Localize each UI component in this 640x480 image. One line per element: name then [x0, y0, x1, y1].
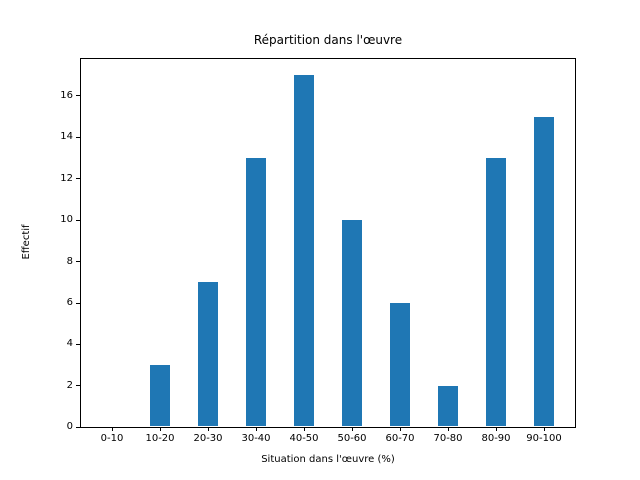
y-tick-mark: [76, 178, 80, 180]
bar-50-60: [342, 220, 362, 427]
x-tick-mark: [399, 427, 401, 432]
bar-30-40: [246, 158, 266, 427]
x-tick-mark: [495, 427, 497, 432]
x-tick-mark: [255, 427, 257, 432]
bar-70-80: [438, 385, 458, 427]
y-tick-mark: [76, 426, 80, 428]
y-tick-label: 2: [66, 379, 73, 391]
x-tick-label: 70-80: [433, 432, 463, 444]
y-tick-mark: [76, 136, 80, 138]
bar-40-50: [294, 75, 314, 427]
bar-20-30: [198, 282, 218, 427]
y-tick-label: 12: [60, 172, 73, 184]
x-tick-label: 20-30: [193, 432, 223, 444]
y-tick-label: 14: [60, 131, 73, 143]
x-tick-label: 80-90: [481, 432, 511, 444]
x-tick-mark: [543, 427, 545, 432]
x-tick-label: 0-10: [100, 432, 124, 444]
y-tick-label: 8: [66, 255, 73, 267]
y-tick-mark: [76, 343, 80, 345]
bar-60-70: [390, 303, 410, 427]
y-axis-label: Effectif: [21, 224, 32, 260]
bar-10-20: [150, 365, 170, 427]
y-tick-mark: [76, 95, 80, 97]
y-tick-mark: [76, 219, 80, 221]
y-tick-mark: [76, 385, 80, 387]
y-tick-label: 6: [66, 297, 73, 308]
x-tick-mark: [111, 427, 113, 432]
y-tick-label: 10: [60, 214, 73, 226]
x-tick-label: 30-40: [241, 432, 271, 444]
x-tick-label: 50-60: [337, 432, 367, 444]
y-tick-label: 4: [66, 338, 73, 350]
x-tick-mark: [303, 427, 305, 432]
x-tick-label: 60-70: [385, 432, 415, 444]
x-tick-label: 90-100: [526, 432, 562, 444]
x-axis-label: Situation dans l'œuvre (%): [261, 454, 395, 465]
y-tick-mark: [76, 302, 80, 304]
chart-title: Répartition dans l'œuvre: [253, 33, 403, 47]
x-tick-label: 40-50: [289, 432, 319, 444]
bar-80-90: [486, 158, 506, 427]
bar-90-100: [534, 116, 554, 427]
x-tick-mark: [351, 427, 353, 432]
x-tick-mark: [159, 427, 161, 432]
y-tick-mark: [76, 261, 80, 263]
y-tick-label: 16: [60, 89, 73, 101]
x-tick-mark: [447, 427, 449, 432]
y-tick-label: 0: [66, 421, 73, 433]
x-tick-mark: [207, 427, 209, 432]
x-tick-label: 10-20: [145, 432, 175, 444]
